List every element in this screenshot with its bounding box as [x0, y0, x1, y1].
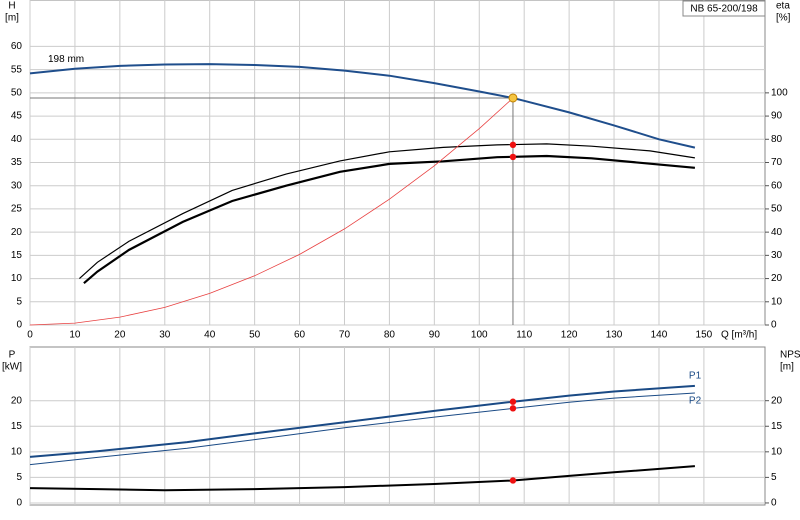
y-tick-label: 5: [16, 472, 22, 483]
y-tick-label: 0: [16, 320, 22, 331]
y-tick-label: 35: [11, 157, 23, 168]
chart-title: NB 65-200/198: [690, 4, 758, 15]
y-tick-label: 45: [11, 111, 23, 122]
y-axis-unit: [kW]: [2, 362, 22, 373]
y-tick-label: 25: [11, 204, 23, 215]
y-tick-label: 10: [11, 446, 23, 457]
y-tick-label: 10: [11, 273, 23, 284]
series-line: [83, 154, 696, 285]
y2-axis-unit: [%]: [776, 13, 791, 24]
x-tick-label: 80: [384, 330, 396, 341]
y-axis-unit: [m]: [5, 13, 19, 24]
series-label: P1: [689, 371, 702, 382]
x-tick-label: 40: [204, 330, 216, 341]
y-tick-label: 15: [11, 421, 23, 432]
y2-tick-label: 10: [771, 446, 783, 457]
operating-point: [509, 405, 517, 412]
x-tick-label: 130: [606, 330, 623, 341]
y2-tick-label: 15: [771, 421, 783, 432]
operating-point: [509, 477, 517, 484]
y2-tick-label: 60: [771, 180, 783, 191]
x-tick-label: 100: [471, 330, 488, 341]
y2-tick-label: 30: [771, 250, 783, 261]
y-tick-label: 0: [16, 498, 22, 509]
y2-tick-label: 20: [771, 273, 783, 284]
series-line: [29, 63, 696, 149]
x-tick-label: 110: [516, 330, 532, 341]
y2-tick-label: 100: [771, 87, 788, 98]
x-tick-label: 20: [114, 330, 126, 341]
x-tick-label: 50: [249, 330, 261, 341]
operating-point: [509, 398, 517, 405]
x-axis-label: Q [m³/h]: [721, 330, 757, 341]
y2-tick-label: 20: [771, 395, 783, 406]
x-tick-label: 140: [651, 330, 668, 341]
x-tick-label: 30: [159, 330, 171, 341]
y2-axis-unit: [m]: [780, 362, 794, 373]
x-tick-label: 0: [27, 330, 33, 341]
x-tick-label: 150: [696, 330, 713, 341]
y-tick-label: 60: [11, 41, 23, 52]
y-tick-label: 15: [11, 250, 23, 261]
operating-point: [508, 93, 518, 103]
series-line: [29, 97, 514, 326]
series-label: P2: [689, 396, 702, 407]
y-tick-label: 20: [11, 227, 23, 238]
y2-tick-label: 80: [771, 134, 783, 145]
y2-tick-label: 0: [771, 498, 777, 509]
y2-tick-label: 90: [771, 111, 783, 122]
y-tick-label: 55: [11, 64, 23, 75]
y-tick-label: 5: [16, 296, 22, 307]
y2-tick-label: 40: [771, 227, 783, 238]
y2-tick-label: 10: [771, 296, 783, 307]
title-box: [682, 0, 766, 17]
x-tick-label: 60: [294, 330, 306, 341]
y-tick-label: 30: [11, 180, 23, 191]
series-line: [29, 384, 695, 458]
y2-tick-label: 50: [771, 204, 783, 215]
y-tick-label: 40: [11, 134, 23, 145]
series-line: [29, 465, 695, 492]
y2-tick-label: 5: [771, 472, 777, 483]
annotation: 198 mm: [48, 54, 84, 65]
y2-tick-label: 0: [771, 320, 777, 331]
y2-tick-label: 70: [771, 157, 783, 168]
y-axis-label: H: [8, 1, 15, 12]
y-axis-label: P: [9, 350, 16, 361]
y-tick-label: 20: [11, 395, 23, 406]
y-tick-label: 50: [11, 87, 23, 98]
operating-point: [509, 141, 517, 149]
x-tick-label: 120: [561, 330, 578, 341]
x-tick-label: 70: [339, 330, 351, 341]
x-tick-label: 10: [69, 330, 81, 341]
x-tick-label: 90: [429, 330, 441, 341]
series-line: [29, 392, 695, 466]
y2-axis-label: eta: [776, 1, 790, 12]
series-line: [78, 143, 695, 280]
y2-axis-label: NPSH: [780, 350, 800, 361]
operating-point: [509, 153, 517, 161]
